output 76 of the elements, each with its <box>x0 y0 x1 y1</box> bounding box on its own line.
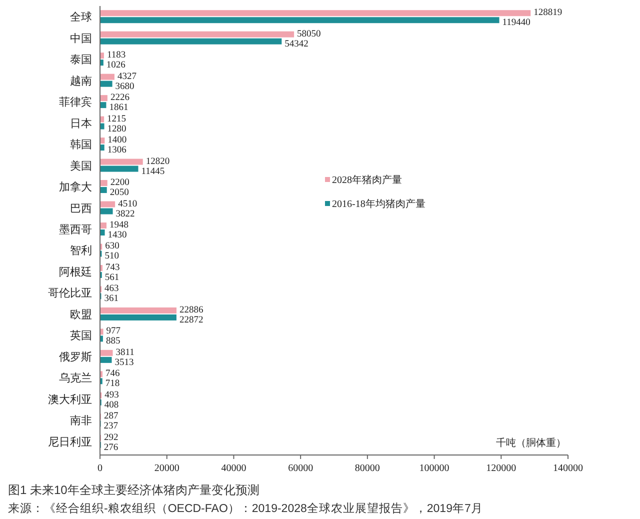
y-tick-label: 全球 <box>70 10 92 24</box>
data-label: 3513 <box>114 358 134 368</box>
data-label: 2226 <box>110 93 130 104</box>
y-tick-label: 加拿大 <box>59 180 92 194</box>
legend-label: 2028年猪肉产量 <box>332 174 402 186</box>
data-label: 22886 <box>180 305 204 316</box>
data-label: 237 <box>104 422 118 432</box>
data-label: 510 <box>104 252 120 262</box>
data-label: 4327 <box>117 72 137 82</box>
data-label: 1400 <box>108 136 127 146</box>
x-tick-label: 140000 <box>553 463 583 474</box>
y-tick-label: 越南 <box>70 74 92 88</box>
data-label: 128819 <box>534 8 562 18</box>
y-tick-label: 泰国 <box>70 54 92 66</box>
data-label: 1861 <box>109 103 128 114</box>
data-label: 1306 <box>107 146 127 156</box>
data-label: 287 <box>104 412 118 422</box>
y-tick-label: 尼日利亚 <box>48 435 92 448</box>
x-tick-label: 40000 <box>221 463 246 474</box>
y-tick-label: 南非 <box>70 414 92 428</box>
data-label: 1026 <box>106 60 126 71</box>
y-tick-label: 欧盟 <box>70 308 92 321</box>
y-tick-label: 俄罗斯 <box>59 350 92 364</box>
data-label: 3822 <box>116 209 136 220</box>
data-label: 58050 <box>297 29 322 40</box>
y-tick-label: 哥伦比亚 <box>48 286 92 300</box>
data-label: 276 <box>104 442 118 453</box>
y-tick-label: 巴西 <box>70 202 92 215</box>
data-label: 292 <box>104 432 118 443</box>
data-label: 1215 <box>107 114 126 124</box>
data-label: 22872 <box>179 315 204 326</box>
data-label: 3811 <box>116 348 135 358</box>
y-tick-label: 英国 <box>70 329 92 342</box>
data-label: 1948 <box>110 220 129 230</box>
data-label: 11445 <box>141 166 165 177</box>
y-tick-label: 韩国 <box>70 138 92 152</box>
text: 图1 未来10年全球主要经济体猪肉产量变化预测 <box>8 483 260 497</box>
data-label: 2200 <box>110 178 130 188</box>
y-tick-label: 智利 <box>70 244 92 258</box>
data-label: 718 <box>105 379 120 390</box>
x-tick-label: 0 <box>98 463 102 474</box>
data-label: 54342 <box>284 39 309 50</box>
legend-label: 2016-18年均猪肉产量 <box>332 198 426 210</box>
data-label: 885 <box>106 336 120 347</box>
data-label: 1430 <box>108 230 128 240</box>
x-tick-label: 20000 <box>154 463 180 474</box>
data-label: 408 <box>104 400 119 410</box>
y-tick-label: 墨西哥 <box>59 224 92 236</box>
data-label: 12820 <box>146 156 170 167</box>
data-label: 1183 <box>106 50 126 61</box>
data-label: 1280 <box>107 124 127 134</box>
data-label: 463 <box>104 284 120 294</box>
data-label: 977 <box>106 326 121 337</box>
y-tick-label: 阿根廷 <box>59 266 92 278</box>
data-label: 4510 <box>118 199 138 210</box>
data-label: 746 <box>105 369 120 380</box>
data-label: 361 <box>104 294 119 304</box>
x-tick-label: 60000 <box>288 463 314 474</box>
data-label: 493 <box>104 390 120 400</box>
y-tick-label: 乌克兰 <box>59 372 92 385</box>
y-tick-label: 日本 <box>70 116 92 130</box>
data-label: 2050 <box>110 188 130 198</box>
annotation: 千吨（胴体重） <box>496 437 566 449</box>
x-tick-label: 100000 <box>419 463 450 474</box>
y-tick-label: 中国 <box>70 32 92 45</box>
y-tick-label: 澳大利亚 <box>48 392 92 406</box>
y-tick-label: 菲律宾 <box>59 96 92 109</box>
x-tick-label: 120000 <box>486 463 516 474</box>
source-note: 来源：《经合组织-粮农组织（OECD-FAO）：2019-2028全球农业展望报告》，2019年7月 <box>8 501 483 515</box>
data-label: 630 <box>105 242 120 252</box>
data-label: 743 <box>105 262 120 273</box>
y-tick-label: 美国 <box>70 159 92 172</box>
data-label: 3680 <box>115 82 135 92</box>
x-tick-label: 80000 <box>354 463 380 474</box>
data-label: 561 <box>104 272 120 283</box>
data-label: 119440 <box>502 18 531 28</box>
